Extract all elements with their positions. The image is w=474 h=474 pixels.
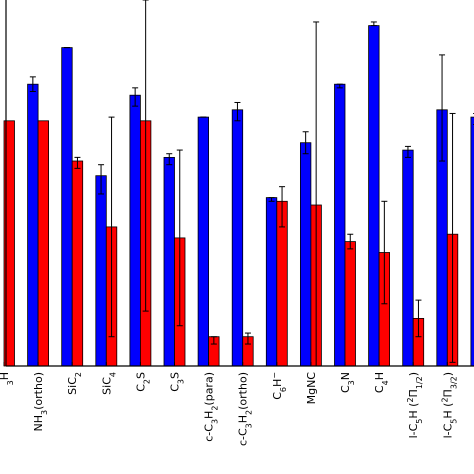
x-tick-label-partial: 3H: [0, 372, 15, 385]
error-bar-c4h-series-2: [381, 200, 388, 305]
x-tick-label-c3s: C3S: [169, 372, 186, 392]
error-bar-l-c5h-series-1: [404, 145, 411, 158]
error-bar-c2s-series-2: [142, 0, 149, 312]
bar-c6h-minus-series-1: [265, 197, 278, 367]
axes-layer: [3, 0, 474, 367]
tick-labels-layer: 3H NH3(ortho) SiC2 SiC4 C2S C3S c-C3H2(para) c-…: [0, 372, 474, 446]
bar-c3n-series-2: [344, 241, 356, 367]
error-bar-c2s-series-1: [132, 87, 139, 107]
x-tick-label-c3n: C3N: [339, 372, 356, 393]
error-bar-nh3-ortho-series-1: [29, 76, 36, 92]
bar-nh3-ortho-series-1: [27, 83, 39, 367]
bar-l-c5h-series-1: [402, 149, 414, 367]
x-tick-label-c2s: C2S: [134, 372, 151, 392]
error-bar-c6h-minus-series-1: [268, 197, 275, 202]
bar-c-c3h2-para-series-1: [197, 116, 210, 367]
error-bar-c-c3h2-para-series-2: [210, 336, 217, 345]
bar-mgnc-series-1: [299, 142, 312, 367]
error-bar-c4h-series-1: [370, 21, 377, 27]
x-tick-label-c6h-minus: C6H−: [269, 372, 287, 400]
error-bar-c6h-minus-series-2: [279, 186, 286, 228]
error-bar-c-c3h2-ortho-series-1: [234, 101, 241, 122]
error-bars-layer: [29, 0, 474, 367]
error-bar-l-c5h-2-series-2: [449, 112, 456, 363]
error-bar-l-c5h-2-series-1: [439, 54, 446, 162]
x-tick-label-l-c5h: l-C5H (2Π1/2): [406, 372, 424, 438]
error-bar-c3s-series-2: [176, 149, 183, 327]
error-bar-sic4-series-1: [98, 164, 105, 195]
bar-c2s-series-1: [129, 94, 141, 367]
x-tick-label-c4h: C4H: [373, 372, 390, 393]
error-bar-sic4-series-2: [108, 116, 115, 338]
bar-c3n-series-1: [334, 83, 346, 367]
error-bar-mgnc-series-1: [302, 131, 309, 155]
bar-c-c3h2-ortho-series-1: [231, 109, 244, 367]
x-tick-label-c-c3h2-para: c-C3H2(para): [203, 372, 220, 442]
error-bar-l-c5h-series-2: [415, 299, 422, 338]
x-tick-label-mgnc: MgNC: [305, 372, 318, 405]
x-tick-label-c-c3h2-ortho: c-C3H2(ortho): [237, 372, 254, 446]
error-bar-c3n-series-1: [336, 83, 343, 89]
error-bar-c3s-series-1: [166, 153, 173, 166]
bar-sic4-series-1: [95, 175, 107, 367]
x-tick-label-sic2: SiC2: [66, 372, 83, 395]
error-bar-c3n-series-2: [347, 233, 354, 250]
error-bar-sic2-series-2: [74, 156, 81, 169]
bar-sic2-series-2: [71, 160, 84, 367]
bar-nh3-ortho-series-2: [37, 120, 49, 367]
bar-sic2-series-1: [61, 47, 73, 367]
x-tick-label-l-c5h-2: l-C5H (2Π3/2): [440, 372, 458, 438]
x-tick-label-nh3-ortho: NH3(ortho): [32, 372, 49, 431]
x-tick-label-sic4: SiC4: [100, 372, 117, 395]
bar-c3s-series-1: [163, 156, 175, 367]
error-bar-c-c3h2-ortho-series-2: [244, 332, 251, 345]
bar-c6h-a-series-1: [470, 116, 474, 367]
bar-c4h-series-1: [368, 25, 380, 367]
